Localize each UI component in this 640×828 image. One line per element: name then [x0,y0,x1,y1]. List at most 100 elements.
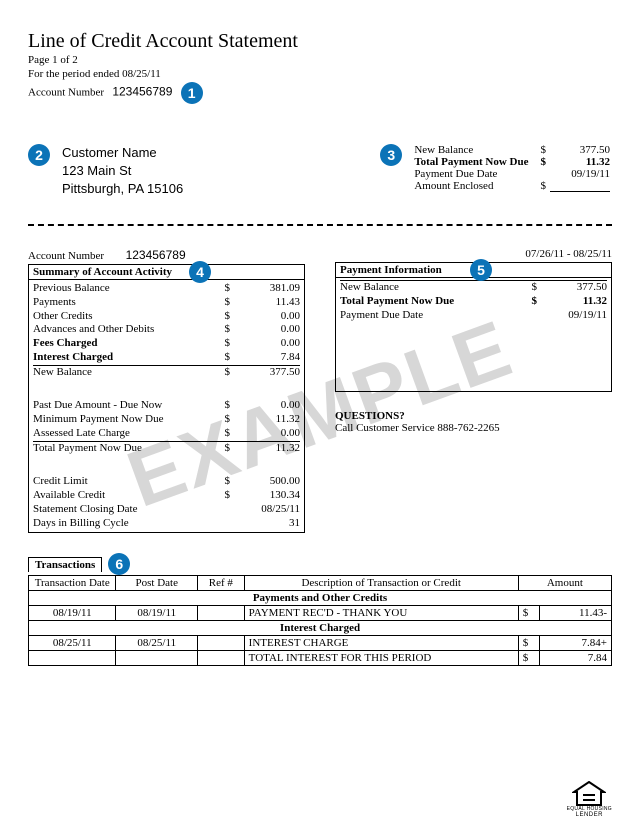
trans-date [29,651,116,666]
payment-cur: $ [521,295,537,309]
transactions-section: Transactions 6 Transaction DatePost Date… [28,553,612,666]
tear-line [28,224,612,226]
post-date: 08/19/11 [116,606,198,621]
summary-value: 0.00 [230,310,300,324]
trans-amount: 7.84+ [539,636,611,651]
transactions-col-header: Amount [518,576,611,591]
trans-desc: TOTAL INTEREST FOR THIS PERIOD [244,651,518,666]
summary-value: 0.00 [230,323,300,337]
payment-column: 07/26/11 - 08/25/11 Payment Information … [335,248,612,533]
transactions-section-head: Payments and Other Credits [29,591,612,606]
summary-label: Past Due Amount - Due Now [33,399,214,413]
trans-date: 08/19/11 [29,606,116,621]
payment-value: 11.32 [537,295,607,309]
summary-label: Previous Balance [33,282,214,296]
summary-cur: $ [214,489,230,503]
summary-label: Advances and Other Debits [33,323,214,337]
badge-5: 5 [470,259,492,281]
summary-cur: $ [214,337,230,351]
payment-label: Total Payment Now Due [340,295,521,309]
summary-label: Minimum Payment Now Due [33,413,214,427]
summary-value: 500.00 [230,475,300,489]
summary-label: Statement Closing Date [33,503,214,517]
payment-cur: $ [521,281,537,295]
summary-value: 0.00 [230,427,300,441]
payment-label: Payment Due Date [340,309,521,323]
summary-value: 7.84 [230,351,300,365]
customer-balance-row: 2 Customer Name 123 Main St Pittsburgh, … [28,144,612,199]
balance-label: New Balance [412,144,530,156]
equal-housing-logo: EQUAL HOUSING LENDER [567,781,612,818]
post-date: 08/25/11 [116,636,198,651]
page-line: Page 1 of 2 [28,53,612,67]
transactions-col-header: Transaction Date [29,576,116,591]
trans-ref [198,651,245,666]
summary-label: Interest Charged [33,351,214,365]
account-number-2: 123456789 [126,248,186,262]
balance-value: 377.50 [548,144,612,156]
badge-2: 2 [28,144,50,166]
statement-header: Line of Credit Account Statement Page 1 … [28,30,612,104]
summary-value: 08/25/11 [230,503,300,517]
summary-cur: $ [214,475,230,489]
summary-label: Assessed Late Charge [33,427,214,441]
transactions-title: Transactions [28,557,102,572]
detail-section: Account Number 123456789 Summary of Acco… [28,248,612,533]
summary-label: Days in Billing Cycle [33,517,214,531]
summary-label: Credit Limit [33,475,214,489]
balance-block: 3 New Balance$377.50Total Payment Now Du… [380,144,612,199]
summary-label: Payments [33,296,214,310]
summary-label: Fees Charged [33,337,214,351]
summary-value: 0.00 [230,337,300,351]
customer-name: Customer Name [62,144,183,162]
summary-value: 377.50 [230,365,300,379]
summary-cur: $ [214,323,230,337]
summary-label: Available Credit [33,489,214,503]
summary-value: 11.43 [230,296,300,310]
balance-cur: $ [531,156,549,168]
summary-value: 130.34 [230,489,300,503]
summary-cur [214,517,230,531]
payment-cur [521,309,537,323]
summary-value: 0.00 [230,399,300,413]
payment-value: 377.50 [537,281,607,295]
enclosed-cur: $ [531,180,549,192]
footer-line-2: LENDER [567,812,612,818]
summary-cur [214,503,230,517]
trans-cur: $ [518,606,539,621]
customer-block: 2 Customer Name 123 Main St Pittsburgh, … [28,144,183,199]
balance-table: New Balance$377.50Total Payment Now Due$… [412,144,612,192]
badge-6: 6 [108,553,130,575]
summary-panel: Summary of Account Activity 4 Previous B… [28,264,305,533]
balance-cur: $ [531,144,549,156]
summary-column: Account Number 123456789 Summary of Acco… [28,248,305,533]
balance-value: 11.32 [548,156,612,168]
payment-label: New Balance [340,281,521,295]
statement-title: Line of Credit Account Statement [28,30,612,53]
trans-cur: $ [518,636,539,651]
badge-1: 1 [181,82,203,104]
badge-3: 3 [380,144,402,166]
summary-cur: $ [214,365,230,379]
house-icon [572,781,606,807]
account-label: Account Number [28,86,104,98]
trans-ref [198,606,245,621]
transactions-col-header: Description of Transaction or Credit [244,576,518,591]
summary-cur: $ [214,282,230,296]
trans-amount: 7.84 [539,651,611,666]
trans-date: 08/25/11 [29,636,116,651]
account-label-2: Account Number [28,250,104,262]
questions-line: Call Customer Service 888-762-2265 [335,422,612,434]
summary-cur: $ [214,427,230,441]
trans-desc: INTEREST CHARGE [244,636,518,651]
trans-cur: $ [518,651,539,666]
balance-label: Total Payment Now Due [412,156,530,168]
summary-cur: $ [214,296,230,310]
summary-label: Total Payment Now Due [33,441,214,455]
summary-title: Summary of Account Activity [33,266,172,278]
enclosed-label: Amount Enclosed [412,180,530,192]
account-number: 123456789 [112,84,172,98]
balance-cur [531,168,549,180]
questions-head: QUESTIONS? [335,410,612,422]
customer-street: 123 Main St [62,162,183,180]
